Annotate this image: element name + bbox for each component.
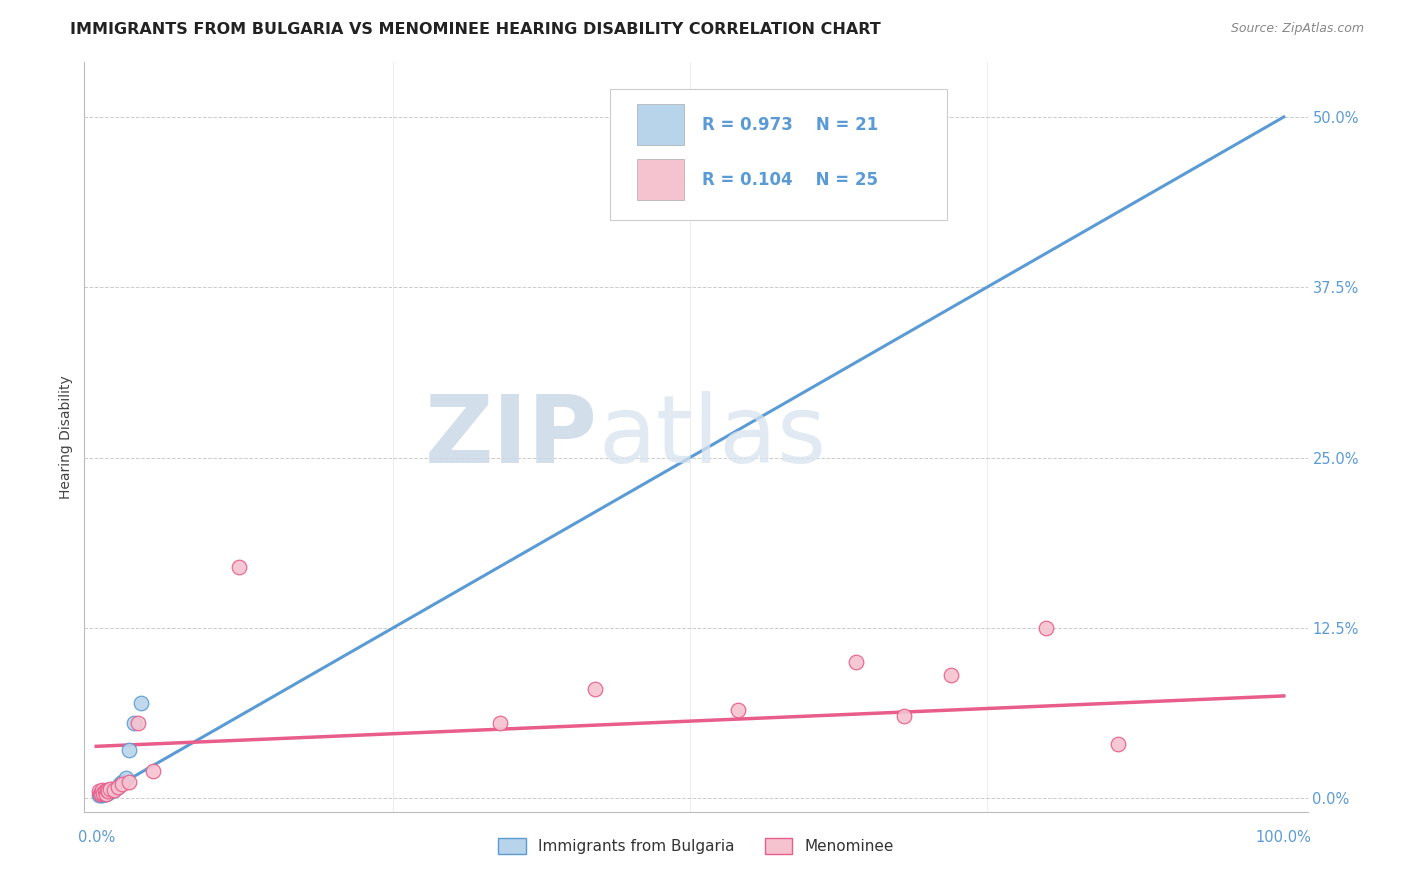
Point xyxy=(118,743,141,757)
Point xyxy=(941,668,963,682)
Point xyxy=(111,777,134,791)
Point xyxy=(91,789,114,803)
Point xyxy=(93,787,115,801)
Point xyxy=(97,786,120,800)
Text: 100.0%: 100.0% xyxy=(1256,830,1312,846)
Point xyxy=(97,783,120,797)
Point xyxy=(228,559,250,574)
Point xyxy=(1035,621,1057,635)
Text: ZIP: ZIP xyxy=(425,391,598,483)
Point xyxy=(97,784,120,798)
Point xyxy=(893,709,915,723)
Point xyxy=(87,789,110,803)
Bar xyxy=(637,104,683,145)
Point xyxy=(90,789,112,803)
Text: 0.0%: 0.0% xyxy=(77,830,115,846)
Point xyxy=(103,783,125,797)
Point xyxy=(93,786,115,800)
Point xyxy=(93,786,115,800)
Point xyxy=(131,696,153,710)
Point xyxy=(94,784,117,798)
Point xyxy=(91,783,114,797)
Text: Source: ZipAtlas.com: Source: ZipAtlas.com xyxy=(1230,22,1364,36)
Point xyxy=(108,777,131,791)
Point xyxy=(93,784,115,798)
Text: IMMIGRANTS FROM BULGARIA VS MENOMINEE HEARING DISABILITY CORRELATION CHART: IMMIGRANTS FROM BULGARIA VS MENOMINEE HE… xyxy=(70,22,882,37)
Point xyxy=(111,774,134,789)
Bar xyxy=(637,159,683,200)
Point xyxy=(127,716,149,731)
Text: atlas: atlas xyxy=(598,391,827,483)
Point xyxy=(87,784,110,798)
Point xyxy=(142,764,165,778)
Point xyxy=(115,771,138,785)
Text: R = 0.104    N = 25: R = 0.104 N = 25 xyxy=(702,170,879,188)
Point xyxy=(100,784,122,798)
Legend: Immigrants from Bulgaria, Menominee: Immigrants from Bulgaria, Menominee xyxy=(492,832,900,860)
Y-axis label: Hearing Disability: Hearing Disability xyxy=(59,376,73,499)
Point xyxy=(89,787,111,801)
Point xyxy=(103,783,125,797)
Point xyxy=(583,682,606,697)
Text: R = 0.973    N = 21: R = 0.973 N = 21 xyxy=(702,116,879,134)
Point xyxy=(100,781,122,796)
Point xyxy=(107,780,129,795)
Point xyxy=(845,655,868,669)
Point xyxy=(1107,737,1129,751)
Point xyxy=(489,716,512,731)
Point xyxy=(94,787,117,801)
FancyBboxPatch shape xyxy=(610,88,946,219)
Point xyxy=(727,702,749,716)
Point xyxy=(89,787,111,801)
Point xyxy=(91,786,114,800)
Point xyxy=(107,780,129,795)
Point xyxy=(100,781,122,796)
Point xyxy=(118,774,141,789)
Point xyxy=(96,783,118,797)
Point xyxy=(94,787,117,801)
Point xyxy=(122,716,145,731)
Point xyxy=(90,786,112,800)
